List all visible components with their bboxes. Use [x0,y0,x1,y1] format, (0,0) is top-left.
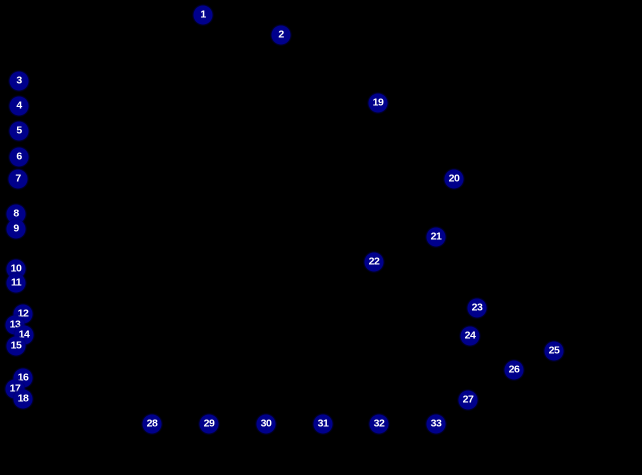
mark-number-label: 25 [548,344,560,357]
mark-5[interactable]: 5 [9,121,29,141]
mark-31[interactable]: 31 [313,414,333,434]
mark-28[interactable]: 28 [142,414,162,434]
mark-20[interactable]: 20 [444,169,464,189]
mark-26[interactable]: 26 [504,360,524,380]
mark-30[interactable]: 30 [256,414,276,434]
mark-24[interactable]: 24 [460,326,480,346]
mark-3[interactable]: 3 [9,71,29,91]
mark-4[interactable]: 4 [9,96,29,116]
mark-11[interactable]: 11 [6,273,26,293]
mark-number-label: 30 [260,417,272,430]
mark-number-label: 17 [9,382,21,395]
mark-25[interactable]: 25 [544,341,564,361]
mark-number-label: 13 [9,318,21,331]
mark-number-label: 1 [200,8,206,21]
mark-number-label: 29 [203,417,215,430]
mark-number-label: 20 [448,172,460,185]
mark-19[interactable]: 19 [368,93,388,113]
mark-27[interactable]: 27 [458,390,478,410]
mark-33[interactable]: 33 [426,414,446,434]
mark-number-label: 4 [16,99,22,112]
mark-number-label: 18 [17,392,29,405]
mark-number-label: 10 [10,262,22,275]
mark-22[interactable]: 22 [364,252,384,272]
mark-23[interactable]: 23 [467,298,487,318]
mark-number-label: 27 [462,393,474,406]
mark-number-label: 16 [17,371,29,384]
mark-number-label: 5 [16,124,22,137]
mark-18[interactable]: 18 [13,389,33,409]
mark-number-label: 21 [430,230,442,243]
mark-number-label: 31 [317,417,329,430]
mark-number-label: 8 [13,207,19,220]
mark-number-label: 9 [13,222,19,235]
mark-7[interactable]: 7 [8,169,28,189]
mark-number-label: 28 [146,417,158,430]
mark-number-label: 7 [15,172,21,185]
mark-9[interactable]: 9 [6,219,26,239]
mark-number-label: 14 [18,328,30,341]
mark-6[interactable]: 6 [9,147,29,167]
mark-number-label: 19 [372,96,384,109]
mark-number-label: 32 [373,417,385,430]
mark-number-label: 23 [471,301,483,314]
mark-number-label: 12 [17,307,29,320]
mark-2[interactable]: 2 [271,25,291,45]
mark-number-label: 24 [464,329,476,342]
mark-21[interactable]: 21 [426,227,446,247]
mark-number-label: 33 [430,417,442,430]
mark-8[interactable]: 8 [6,204,26,224]
mark-1[interactable]: 1 [193,5,213,25]
mark-number-label: 11 [10,276,22,289]
mark-29[interactable]: 29 [199,414,219,434]
mark-number-label: 2 [278,28,284,41]
mark-number-label: 15 [10,339,22,352]
mark-number-label: 26 [508,363,520,376]
mark-number-label: 6 [16,150,22,163]
mark-15[interactable]: 15 [6,336,26,356]
mark-number-label: 22 [368,255,380,268]
mark-32[interactable]: 32 [369,414,389,434]
mark-number-label: 3 [16,74,22,87]
